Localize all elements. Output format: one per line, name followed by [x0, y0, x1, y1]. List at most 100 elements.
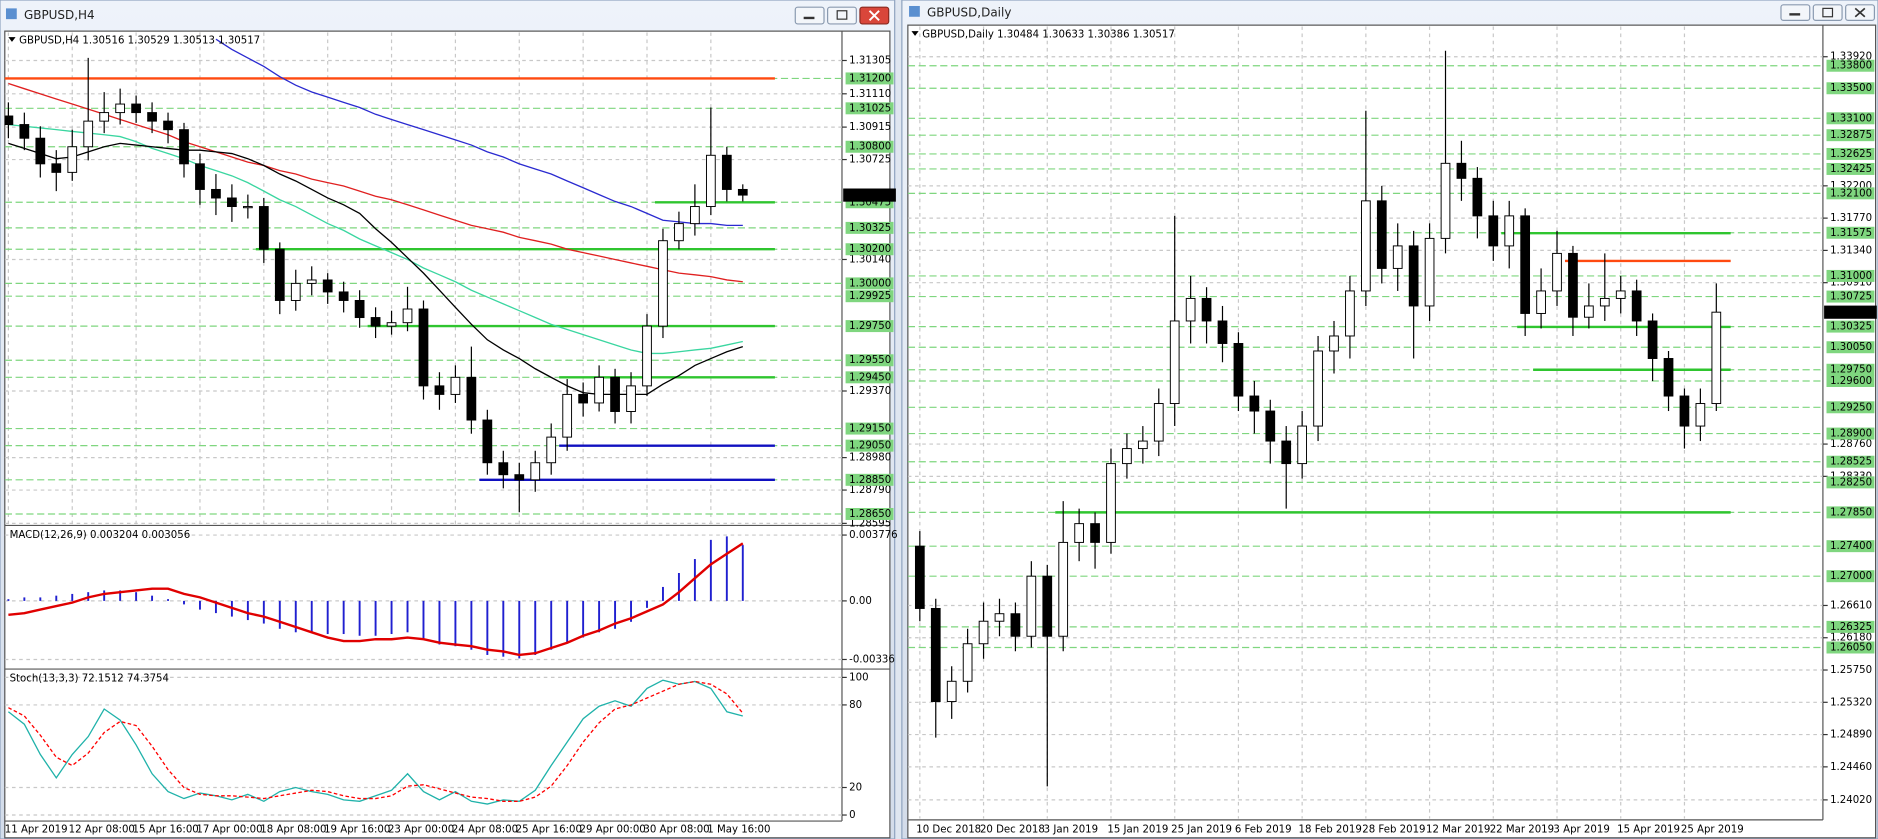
candle-body [35, 137, 46, 165]
level-box [845, 422, 894, 435]
price-pane [907, 26, 1823, 819]
candle-body [1408, 245, 1419, 307]
window-icon [909, 5, 920, 17]
y-tick-label: 1.24890 [1830, 730, 1872, 741]
y-tick-label: 1.24020 [1830, 795, 1872, 806]
window-title: GBPUSD,Daily [927, 6, 1011, 20]
y-tick-label: 1.31305 [849, 55, 891, 66]
candle-body [498, 462, 509, 476]
labels: 1.31305 1.31110 1.30915 1.30725 1.30140 1.293… [5, 30, 1877, 835]
macd-pane [4, 534, 842, 661]
candle-body [530, 462, 541, 481]
histogram-bar [598, 600, 601, 633]
level-box [845, 507, 894, 520]
candle-body [402, 308, 413, 324]
level-label: 1.30200 [849, 244, 891, 255]
candle-body [115, 103, 126, 114]
level-box [1826, 341, 1875, 354]
candle-body [705, 154, 716, 208]
candle-body [370, 317, 381, 327]
minimize-button[interactable] [794, 6, 825, 25]
x-tick-label: 20 Dec 2018 [980, 824, 1045, 835]
y-tick-label: 20 [849, 783, 862, 794]
candle-body [274, 248, 285, 301]
level-label: 1.29750 [849, 321, 891, 332]
y-tick-label: 1.31110 [849, 89, 891, 100]
candle-body [1376, 200, 1387, 269]
candle-body [1058, 541, 1069, 637]
x-tick-label: 11 Apr 2019 [5, 824, 68, 835]
candle-body [434, 385, 445, 395]
level-box [1826, 476, 1875, 489]
y-tick-label: 0.003776 [849, 530, 897, 541]
x-tick-label: 30 Apr 08:00 [643, 824, 709, 835]
minimize-button[interactable] [1780, 4, 1811, 21]
histogram-bar [709, 539, 712, 601]
histogram-bar [262, 600, 265, 624]
level-box [1826, 620, 1875, 633]
y-tick-label: 1.31340 [1830, 245, 1872, 256]
level-box [845, 196, 894, 209]
indicator-line [215, 38, 743, 227]
candle-body [594, 376, 604, 404]
histogram-bar [374, 600, 377, 636]
level-label: 1.30475 [849, 197, 891, 208]
y-tick-label: 1.33920 [1830, 52, 1872, 63]
level-label: 1.27400 [1830, 541, 1872, 552]
candle-body [19, 124, 30, 139]
candle-body [418, 308, 429, 387]
x-tick-label: 15 Jan 2019 [1107, 824, 1168, 835]
candle-body [1090, 523, 1100, 543]
candle-body [1313, 350, 1323, 427]
x-tick-label: 19 Apr 16:00 [324, 824, 390, 835]
histogram-bar [502, 600, 505, 657]
restore-button[interactable] [827, 6, 857, 25]
close-icon [1854, 7, 1866, 18]
histogram-bar [310, 600, 313, 633]
level-label: 1.27850 [1830, 507, 1872, 518]
x-tick-label: 12 Apr 08:00 [69, 824, 135, 835]
candle-body [1106, 463, 1116, 543]
candle-body [4, 115, 14, 126]
y-tick-label: 1.28980 [849, 453, 891, 464]
level-label: 1.28650 [849, 509, 891, 520]
x-tick-label: 12 Mar 2019 [1426, 824, 1490, 835]
x-tick-label: 15 Apr 16:00 [133, 824, 199, 835]
level-box [845, 371, 894, 384]
histogram-bar [518, 600, 521, 659]
level-label: 1.28900 [1830, 429, 1872, 440]
y-tick-label: 1.28595 [849, 518, 891, 529]
candle-body [626, 385, 636, 412]
level-label: 1.29600 [1830, 376, 1872, 387]
histogram-bar [566, 600, 569, 643]
y-tick-label: 1.26610 [1830, 600, 1872, 611]
level-label: 1.29450 [849, 372, 891, 383]
level-box [1826, 59, 1875, 72]
restore-button[interactable] [1812, 4, 1843, 21]
candle-body [1679, 395, 1690, 427]
level-box [845, 72, 894, 85]
title-arrow [911, 31, 919, 36]
pane-title: GBPUSD,Daily 1.30484 1.30633 1.30386 1.3… [922, 30, 1175, 41]
histogram-bar [534, 600, 537, 655]
candle-body [195, 163, 205, 190]
candle-body [67, 146, 78, 173]
level-label: 1.30050 [1830, 342, 1872, 353]
level-box [1826, 82, 1875, 95]
y-tick-label: 1.30915 [849, 122, 891, 133]
x-tick-label: 22 Mar 2019 [1490, 824, 1554, 835]
candle-body [1647, 320, 1658, 359]
x-tick-label: 1 May 16:00 [707, 824, 770, 835]
candle-body [1074, 523, 1084, 543]
level-label: 1.32100 [1830, 188, 1872, 199]
candle-body [1329, 335, 1339, 352]
level-label: 1.26050 [1830, 643, 1872, 654]
level-label: 1.29550 [849, 355, 891, 366]
last-price-box [843, 188, 896, 202]
level-label: 1.30000 [849, 278, 891, 289]
y-tick-label: 1.29370 [849, 386, 891, 397]
y-tick-label: 1.25750 [1830, 665, 1872, 676]
candle-body [1456, 162, 1467, 179]
level-box [1826, 162, 1875, 175]
level-box [1826, 570, 1875, 583]
